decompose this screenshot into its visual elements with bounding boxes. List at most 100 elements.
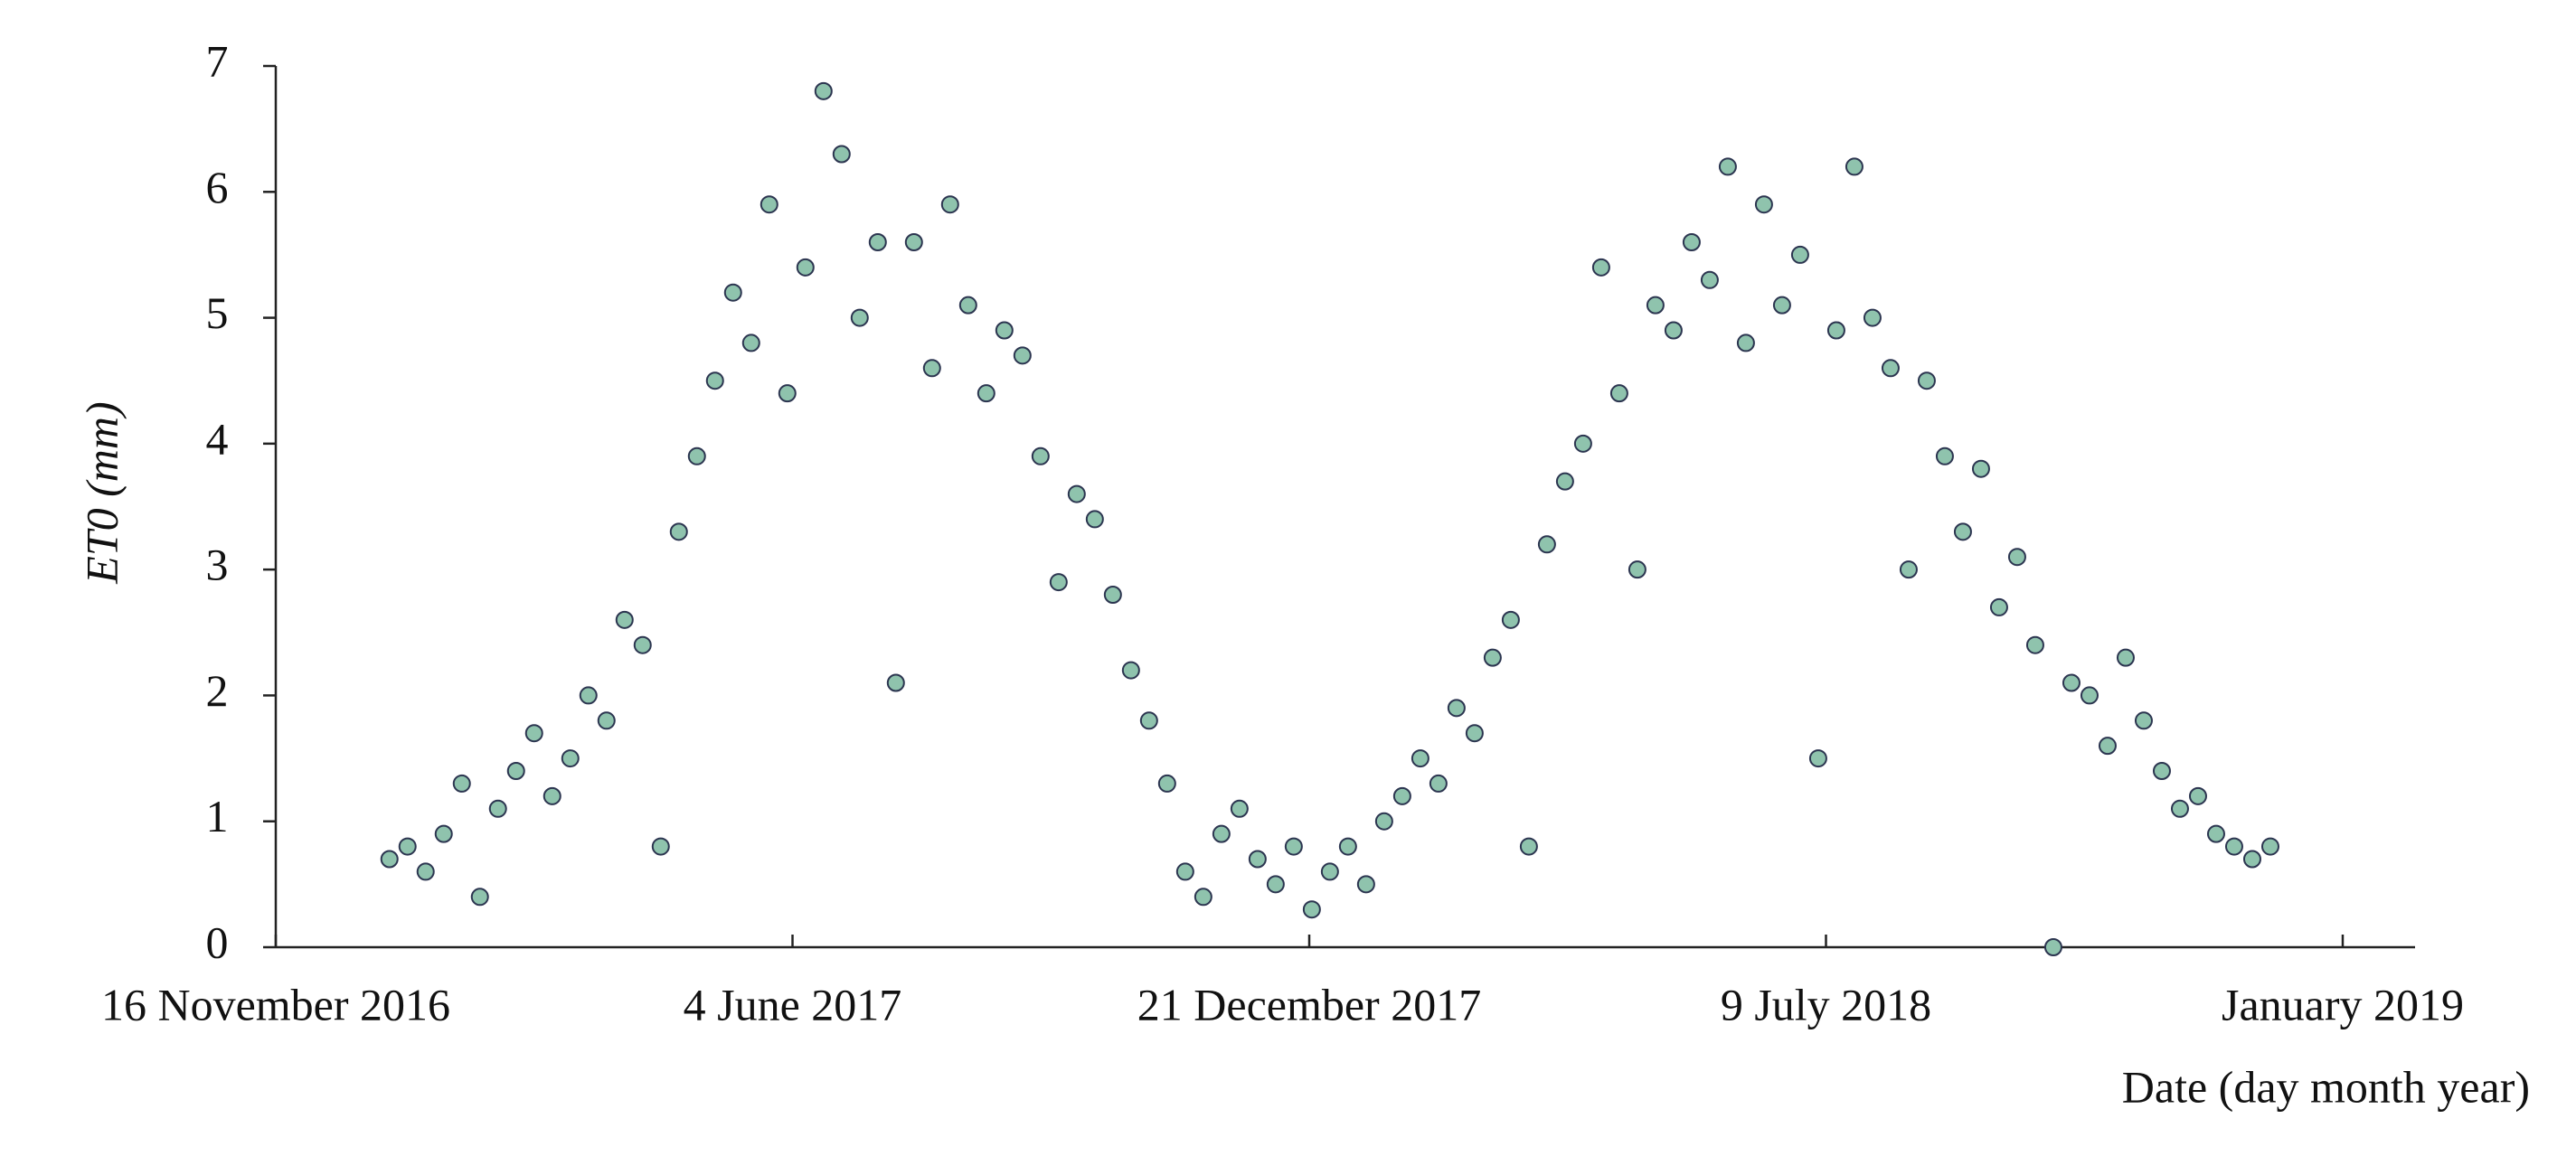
data-point bbox=[1808, 749, 1827, 768]
y-tick-label: 3 bbox=[206, 540, 229, 590]
data-point bbox=[579, 686, 598, 705]
data-point bbox=[2098, 737, 2117, 756]
data-point bbox=[922, 359, 941, 378]
data-point bbox=[1591, 258, 1610, 277]
data-point bbox=[705, 371, 724, 390]
data-point bbox=[1103, 586, 1122, 604]
data-point bbox=[1031, 446, 1050, 465]
data-point bbox=[2242, 850, 2261, 869]
data-point bbox=[488, 799, 507, 818]
data-point bbox=[1863, 308, 1882, 327]
data-point bbox=[1772, 296, 1791, 315]
data-point bbox=[687, 446, 706, 465]
y-tick-label: 2 bbox=[206, 665, 229, 716]
data-point bbox=[669, 522, 688, 541]
data-point bbox=[1338, 837, 1357, 856]
data-point bbox=[380, 850, 399, 869]
data-point bbox=[723, 283, 742, 302]
data-point bbox=[2188, 786, 2207, 805]
x-tick-label: 9 July 2018 bbox=[1721, 979, 1931, 1029]
data-point bbox=[1754, 195, 1773, 214]
data-point bbox=[1899, 560, 1918, 579]
y-tick-label: 0 bbox=[206, 916, 229, 967]
data-point bbox=[633, 635, 652, 654]
data-point bbox=[1194, 888, 1213, 907]
data-point bbox=[778, 384, 797, 403]
data-point bbox=[995, 321, 1014, 340]
data-point bbox=[2080, 686, 2099, 705]
data-point bbox=[1736, 334, 1755, 352]
data-point bbox=[796, 258, 815, 277]
data-point bbox=[1157, 774, 1176, 793]
x-tick-label: 4 June 2017 bbox=[684, 979, 902, 1029]
data-point bbox=[1284, 837, 1303, 856]
data-point bbox=[1537, 535, 1556, 554]
data-point bbox=[416, 862, 435, 881]
data-point bbox=[2152, 762, 2171, 780]
data-point bbox=[814, 81, 833, 100]
data-point bbox=[1356, 875, 1375, 894]
data-point bbox=[1664, 321, 1683, 340]
data-point bbox=[1845, 157, 1864, 176]
data-point bbox=[615, 610, 634, 629]
data-point bbox=[1230, 799, 1249, 818]
data-point bbox=[1175, 862, 1194, 881]
data-point bbox=[398, 837, 417, 856]
data-point bbox=[2170, 799, 2189, 818]
data-point bbox=[1682, 233, 1701, 251]
data-point bbox=[2134, 711, 2153, 730]
data-point bbox=[832, 145, 851, 164]
data-point bbox=[940, 195, 959, 214]
data-point bbox=[1628, 560, 1647, 579]
data-point bbox=[1573, 434, 1592, 453]
data-point bbox=[1519, 837, 1538, 856]
data-point bbox=[1501, 610, 1520, 629]
data-point bbox=[2206, 824, 2225, 843]
data-point bbox=[868, 233, 887, 251]
data-point bbox=[760, 195, 778, 214]
data-point bbox=[452, 774, 471, 793]
data-point bbox=[1790, 245, 1809, 264]
data-point bbox=[1429, 774, 1448, 793]
data-point bbox=[651, 837, 670, 856]
data-point bbox=[1935, 446, 1954, 465]
data-point bbox=[1989, 597, 2008, 616]
data-point bbox=[1917, 371, 1936, 390]
data-point bbox=[561, 749, 580, 768]
data-point bbox=[1392, 786, 1411, 805]
x-tick-label: January 2019 bbox=[2222, 979, 2464, 1029]
data-point bbox=[1826, 321, 1845, 340]
data-point bbox=[2043, 938, 2062, 956]
data-point bbox=[524, 724, 543, 743]
x-tick-label: 16 November 2016 bbox=[101, 979, 450, 1029]
y-tick-label: 5 bbox=[206, 287, 229, 338]
data-point bbox=[1067, 484, 1086, 503]
data-point bbox=[597, 711, 616, 730]
data-point bbox=[2025, 635, 2044, 654]
data-point bbox=[1953, 522, 1972, 541]
y-tick-label: 1 bbox=[206, 791, 229, 841]
data-point bbox=[1266, 875, 1285, 894]
data-point bbox=[2062, 673, 2081, 692]
data-point bbox=[1447, 699, 1466, 718]
data-point bbox=[1971, 459, 1990, 478]
data-point bbox=[1212, 824, 1231, 843]
data-point bbox=[1555, 472, 1574, 491]
data-point bbox=[958, 296, 977, 315]
data-point bbox=[470, 888, 489, 907]
data-point bbox=[506, 762, 525, 780]
data-point bbox=[2007, 548, 2026, 567]
data-point bbox=[1881, 359, 1900, 378]
data-point bbox=[1049, 573, 1068, 592]
y-tick-label: 4 bbox=[206, 413, 229, 464]
data-point bbox=[1013, 346, 1032, 365]
data-point bbox=[1139, 711, 1158, 730]
data-point bbox=[2116, 648, 2135, 667]
data-point bbox=[2260, 837, 2279, 856]
data-point bbox=[543, 786, 561, 805]
y-axis-label: ET0 (mm) bbox=[76, 401, 127, 584]
data-point bbox=[850, 308, 869, 327]
data-point bbox=[1411, 749, 1430, 768]
